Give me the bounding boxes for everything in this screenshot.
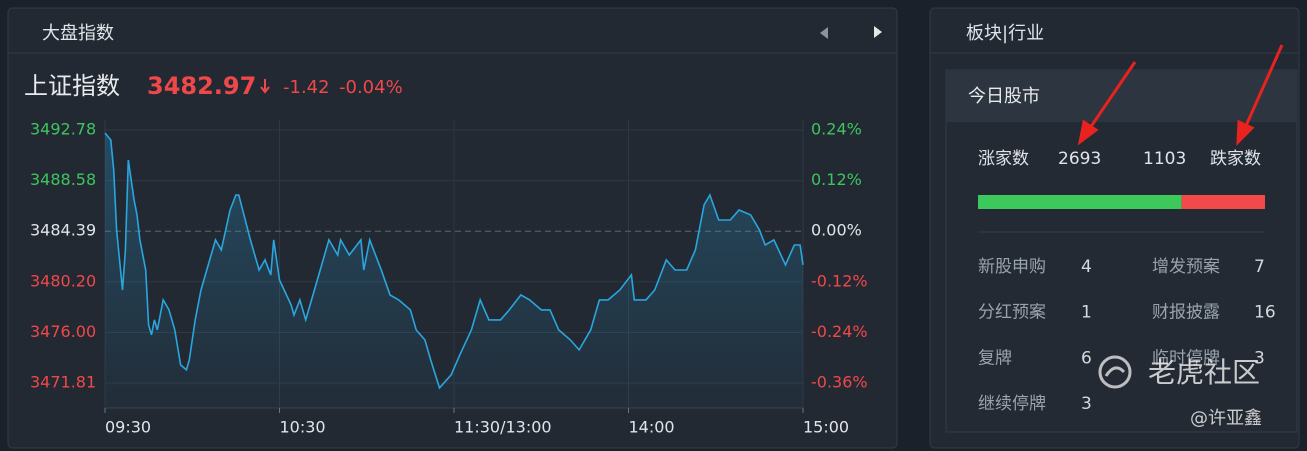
x-tick-label: 09:30 [105, 418, 151, 437]
y-tick-label: 3492.78 [30, 120, 96, 139]
arrow-head [1236, 119, 1255, 146]
stat-value: 3 [1081, 394, 1092, 414]
watermark-logo [1104, 366, 1126, 377]
stat-value: 7 [1254, 257, 1265, 277]
stat-value: 4 [1081, 257, 1092, 277]
stat-label: 新股申购 [978, 257, 1046, 277]
arrow [1088, 61, 1137, 129]
y2-tick-label: 0.00% [811, 221, 862, 240]
x-tick-label: 15:00 [803, 418, 849, 437]
stat-value: 1 [1081, 303, 1092, 323]
x-tick-label: 10:30 [280, 418, 326, 437]
watermark-author: @许亚鑫 [1190, 408, 1262, 429]
down-label: 跌家数 [1210, 149, 1261, 169]
prev-button[interactable] [820, 27, 828, 39]
index-change-pct: -0.04% [339, 77, 403, 98]
arrow-head [1077, 119, 1099, 146]
y-tick-label: 3484.39 [30, 221, 96, 240]
stat-value: 16 [1254, 303, 1276, 323]
area [105, 133, 803, 408]
index-price: 3482.97 [147, 72, 256, 100]
panel-title: 大盘指数 [42, 23, 114, 44]
price-line [104, 132, 804, 390]
annotation-arrows [1077, 44, 1284, 146]
up-bar [978, 195, 1182, 209]
watermark-brand: 老虎社区 [1148, 356, 1260, 389]
y-tick-label: 3488.58 [30, 170, 96, 189]
stat-label: 继续停牌 [978, 394, 1046, 414]
y2-tick-label: 0.12% [811, 170, 862, 189]
up-count: 2693 [1058, 149, 1101, 169]
y2-tick-label: 0.24% [811, 120, 862, 139]
watermark-logo [1098, 355, 1132, 389]
next-button[interactable] [874, 26, 882, 38]
x-tick-label: 11:30/13:00 [454, 418, 552, 437]
stat-value: 3 [1254, 348, 1265, 368]
down-bar [1181, 195, 1265, 209]
box-title: 今日股市 [968, 86, 1040, 107]
y2-tick-label: -0.36% [811, 373, 868, 392]
down-count: 1103 [1143, 149, 1186, 169]
stat-label: 复牌 [978, 348, 1012, 368]
index-name: 上证指数 [24, 72, 120, 100]
panel-title: 板块|行业 [966, 23, 1044, 44]
x-tick-label: 14:00 [629, 418, 675, 437]
arrow [1243, 44, 1284, 129]
y2-tick-label: -0.12% [811, 271, 868, 290]
stat-label: 分红预案 [978, 303, 1046, 323]
stat-label: 临时停牌 [1152, 348, 1220, 368]
index-change: -1.42 [283, 77, 330, 98]
stat-value: 6 [1081, 348, 1092, 368]
watermark: 老虎社区 @许亚鑫 [1098, 355, 1262, 429]
down-arrow [260, 79, 270, 94]
stat-label: 财报披露 [1152, 303, 1220, 323]
y2-tick-label: -0.24% [811, 322, 868, 341]
y-tick-label: 3476.00 [30, 322, 96, 341]
market-box-header [946, 70, 1297, 122]
up-label: 涨家数 [978, 149, 1029, 169]
y-tick-label: 3471.81 [30, 373, 96, 392]
stat-label: 增发预案 [1152, 257, 1220, 277]
y-tick-label: 3480.20 [30, 271, 96, 290]
